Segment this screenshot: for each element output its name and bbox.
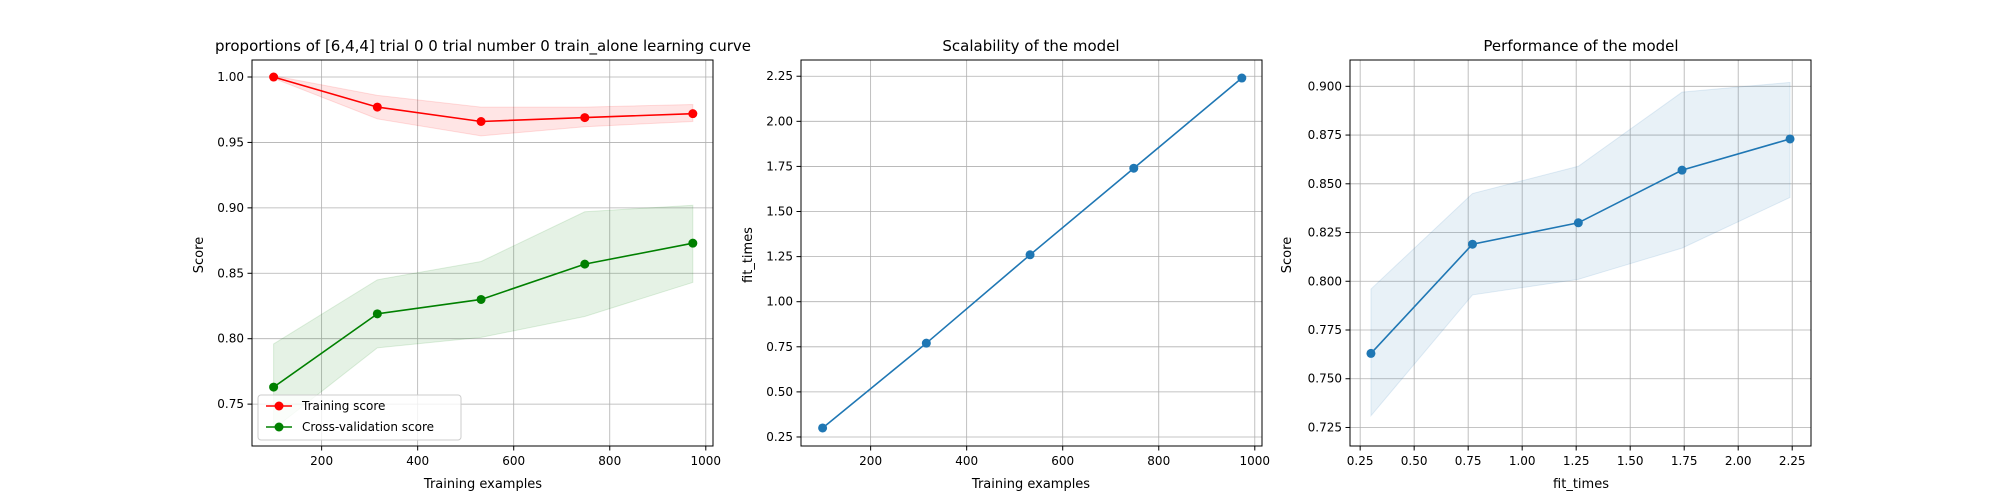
- performance-y-axis-label: Score: [1280, 237, 1295, 273]
- scalability-series-0-point-0: [818, 423, 828, 433]
- performance-y-tick-label-3: 0.800: [1308, 274, 1342, 288]
- learning-curve-series-0-band: [273, 75, 694, 137]
- performance-x-tick-label-0: 0.25: [1347, 454, 1374, 468]
- learning-curve-y-axis-label: Score: [192, 237, 207, 273]
- performance-x-tick-label-4: 1.25: [1563, 454, 1590, 468]
- performance-x-tick-label-5: 1.50: [1617, 454, 1644, 468]
- learning-curve-x-tick-label-3: 800: [598, 454, 621, 468]
- learning-curve-series-1-point-0: [269, 382, 279, 392]
- learning-curve-x-axis-label: Training examples: [423, 477, 542, 492]
- scalability-series-0-point-4: [1237, 73, 1247, 83]
- performance-series-0-point-1: [1467, 239, 1477, 249]
- scalability-series-0-point-3: [1129, 163, 1139, 173]
- scalability-y-tick-label-3: 1.00: [766, 295, 793, 309]
- performance-series-0-point-0: [1366, 348, 1376, 358]
- scalability-x-tick-label-3: 800: [1147, 454, 1170, 468]
- scalability-x-tick-label-1: 400: [955, 454, 978, 468]
- performance-series-0-point-2: [1573, 218, 1583, 228]
- performance-axes-frame: [1349, 59, 1812, 447]
- learning-curve-axes-frame: [251, 59, 714, 447]
- learning-curve-series-0-point-0: [269, 72, 279, 82]
- scalability-x-tick-label-2: 600: [1051, 454, 1074, 468]
- learning-curve-y-tick-label-5: 1.00: [217, 70, 244, 84]
- scalability-x-tick-label-4: 1000: [1240, 454, 1271, 468]
- scalability-y-tick-label-8: 2.25: [766, 69, 793, 83]
- legend-frame: [257, 394, 462, 441]
- legend-swatch-training-marker: [274, 401, 284, 411]
- learning-curve-y-tick-label-4: 0.95: [217, 135, 244, 149]
- performance-series-0-band: [1370, 81, 1791, 418]
- performance-y-tick-label-6: 0.875: [1308, 128, 1342, 142]
- scalability-y-tick-label-6: 1.75: [766, 159, 793, 173]
- performance-panel: Performance of the model fit_times Score…: [1280, 37, 1812, 492]
- learning-curve-x-tick-label-0: 200: [310, 454, 333, 468]
- learning-curve-series-0-point-2: [476, 116, 486, 126]
- learning-curve-x-tick-label-1: 400: [406, 454, 429, 468]
- performance-x-axis-label: fit_times: [1553, 477, 1609, 492]
- scalability-title: Scalability of the model: [942, 37, 1119, 55]
- scalability-y-axis-label: fit_times: [741, 227, 756, 283]
- scalability-panel: Scalability of the model Training exampl…: [741, 37, 1270, 492]
- scalability-x-axis-label: Training examples: [971, 477, 1090, 492]
- scalability-y-tick-label-5: 1.50: [766, 205, 793, 219]
- performance-x-tick-label-2: 0.75: [1455, 454, 1482, 468]
- learning-curve-panel: proportions of [6,4,4] trial 0 0 trial n…: [192, 37, 751, 492]
- learning-curve-series-0-point-3: [580, 113, 590, 123]
- scalability-x-tick-label-0: 200: [859, 454, 882, 468]
- performance-x-tick-label-3: 1.00: [1509, 454, 1536, 468]
- learning-curve-y-tick-label-0: 0.75: [217, 397, 244, 411]
- performance-x-tick-label-6: 1.75: [1671, 454, 1698, 468]
- learning-curve-series-1-point-1: [372, 309, 382, 319]
- learning-curve-series-0-point-1: [372, 102, 382, 112]
- learning-curve-y-tick-label-2: 0.85: [217, 266, 244, 280]
- performance-y-tick-label-0: 0.725: [1308, 420, 1342, 434]
- scalability-y-tick-label-4: 1.25: [766, 250, 793, 264]
- learning-curve-legend: Training score Cross-validation score: [257, 394, 462, 441]
- performance-y-tick-label-1: 0.750: [1308, 372, 1342, 386]
- legend-label-training-score: Training score: [301, 399, 385, 413]
- performance-series-0-point-3: [1677, 165, 1687, 175]
- learning-curve-series-1-point-3: [580, 259, 590, 269]
- learning-curve-title: proportions of [6,4,4] trial 0 0 trial n…: [215, 37, 751, 56]
- performance-x-tick-label-1: 0.50: [1401, 454, 1428, 468]
- scalability-series-0-point-1: [921, 338, 931, 348]
- performance-y-tick-label-2: 0.775: [1308, 323, 1342, 337]
- scalability-series-0-point-2: [1025, 250, 1035, 260]
- learning-curve-y-tick-label-1: 0.80: [217, 332, 244, 346]
- scalability-y-tick-label-0: 0.25: [766, 430, 793, 444]
- scalability-y-tick-label-7: 2.00: [766, 114, 793, 128]
- performance-y-tick-label-5: 0.850: [1308, 177, 1342, 191]
- performance-x-tick-label-7: 2.00: [1725, 454, 1752, 468]
- performance-y-tick-label-4: 0.825: [1308, 226, 1342, 240]
- performance-title: Performance of the model: [1483, 37, 1678, 55]
- learning-curve-x-tick-label-4: 1000: [691, 454, 722, 468]
- learning-curve-series-0-point-4: [688, 109, 698, 119]
- performance-y-tick-label-7: 0.900: [1308, 79, 1342, 93]
- performance-x-tick-label-8: 2.25: [1779, 454, 1806, 468]
- scalability-y-tick-label-1: 0.50: [766, 385, 793, 399]
- legend-label-cross-validation-score: Cross-validation score: [302, 420, 434, 434]
- learning-curve-x-tick-label-2: 600: [502, 454, 525, 468]
- learning-curve-y-tick-label-3: 0.90: [217, 201, 244, 215]
- performance-series-0-point-4: [1785, 134, 1795, 144]
- learning-curve-series-1-point-2: [476, 294, 486, 304]
- scalability-y-tick-label-2: 0.75: [766, 340, 793, 354]
- legend-swatch-cv-marker: [274, 422, 284, 432]
- learning-curve-series-1-point-4: [688, 238, 698, 248]
- scalability-axes-frame: [800, 59, 1263, 447]
